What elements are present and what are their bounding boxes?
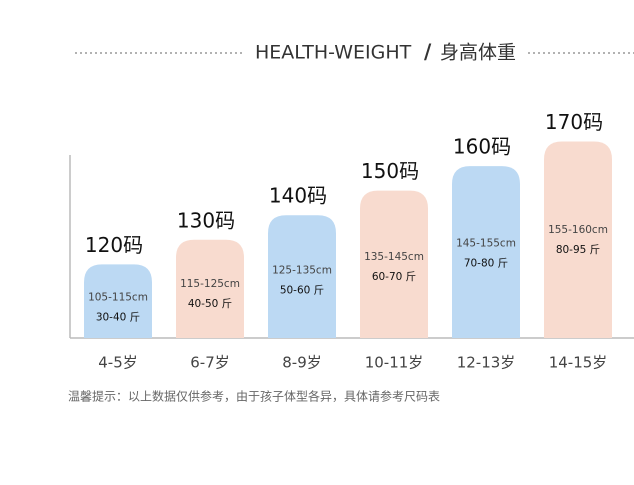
x-tick-label: 14-15岁 [549, 354, 608, 372]
height-range: 145-155cm [456, 237, 516, 249]
x-tick-label: 4-5岁 [98, 354, 138, 372]
value-label: 160码 [453, 135, 511, 159]
height-range: 105-115cm [88, 291, 148, 303]
value-label: 130码 [177, 208, 235, 232]
bar [176, 239, 244, 338]
weight-range: 30-40 斤 [96, 311, 140, 323]
chart-title: HEALTH-WEIGHT [255, 42, 412, 64]
x-tick-label: 12-13岁 [457, 354, 516, 372]
note: 温馨提示：以上数据仅供参考，由于孩子体型各异，具体请参考尺码表 [68, 389, 440, 404]
height-range: 125-135cm [272, 264, 332, 276]
height-range: 115-125cm [180, 278, 240, 290]
weight-range: 70-80 斤 [464, 257, 508, 269]
weight-range: 50-60 斤 [280, 284, 324, 296]
value-label: 140码 [269, 184, 327, 208]
value-label: 120码 [85, 233, 143, 257]
weight-range: 40-50 斤 [188, 298, 232, 310]
height-range: 155-160cm [548, 224, 608, 236]
weight-range: 60-70 斤 [372, 271, 416, 283]
weight-range: 80-95 斤 [556, 244, 600, 256]
x-tick-label: 10-11岁 [365, 354, 424, 372]
height-range: 135-145cm [364, 251, 424, 263]
bar [268, 215, 336, 338]
bar [544, 141, 612, 338]
bar [360, 190, 428, 338]
bar [84, 264, 152, 338]
value-label: 150码 [361, 159, 419, 183]
chart-title-cn: 身高体重 [440, 42, 516, 64]
x-tick-label: 6-7岁 [190, 354, 230, 372]
title-slash: / [424, 40, 432, 64]
bar [452, 166, 520, 338]
value-label: 170码 [545, 110, 603, 134]
x-tick-label: 8-9岁 [282, 354, 322, 372]
